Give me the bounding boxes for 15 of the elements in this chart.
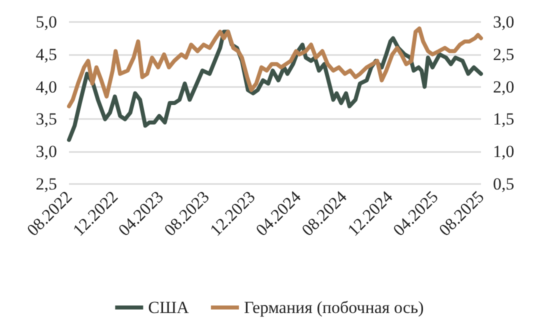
legend-label: США bbox=[148, 298, 190, 317]
y-tick-label: 5,0 bbox=[36, 12, 57, 32]
y-tick-label: 4,0 bbox=[36, 77, 57, 96]
y-tick-label: 2,5 bbox=[36, 174, 57, 194]
y2-tick-label: 1,0 bbox=[493, 142, 514, 162]
y2-tick-label: 3,0 bbox=[493, 12, 514, 32]
y2-tick-label: 2,5 bbox=[493, 44, 514, 64]
legend-label: Германия (побочная ось) bbox=[244, 298, 424, 317]
y2-tick-label: 0,5 bbox=[493, 174, 514, 194]
y2-tick-label: 2,0 bbox=[493, 77, 514, 96]
y2-tick-label: 1,5 bbox=[493, 110, 514, 129]
y-tick-label: 4,5 bbox=[36, 44, 57, 64]
line-series bbox=[67, 26, 483, 108]
y-tick-label: 3,5 bbox=[36, 110, 57, 129]
y-tick-label: 3,0 bbox=[36, 142, 57, 162]
